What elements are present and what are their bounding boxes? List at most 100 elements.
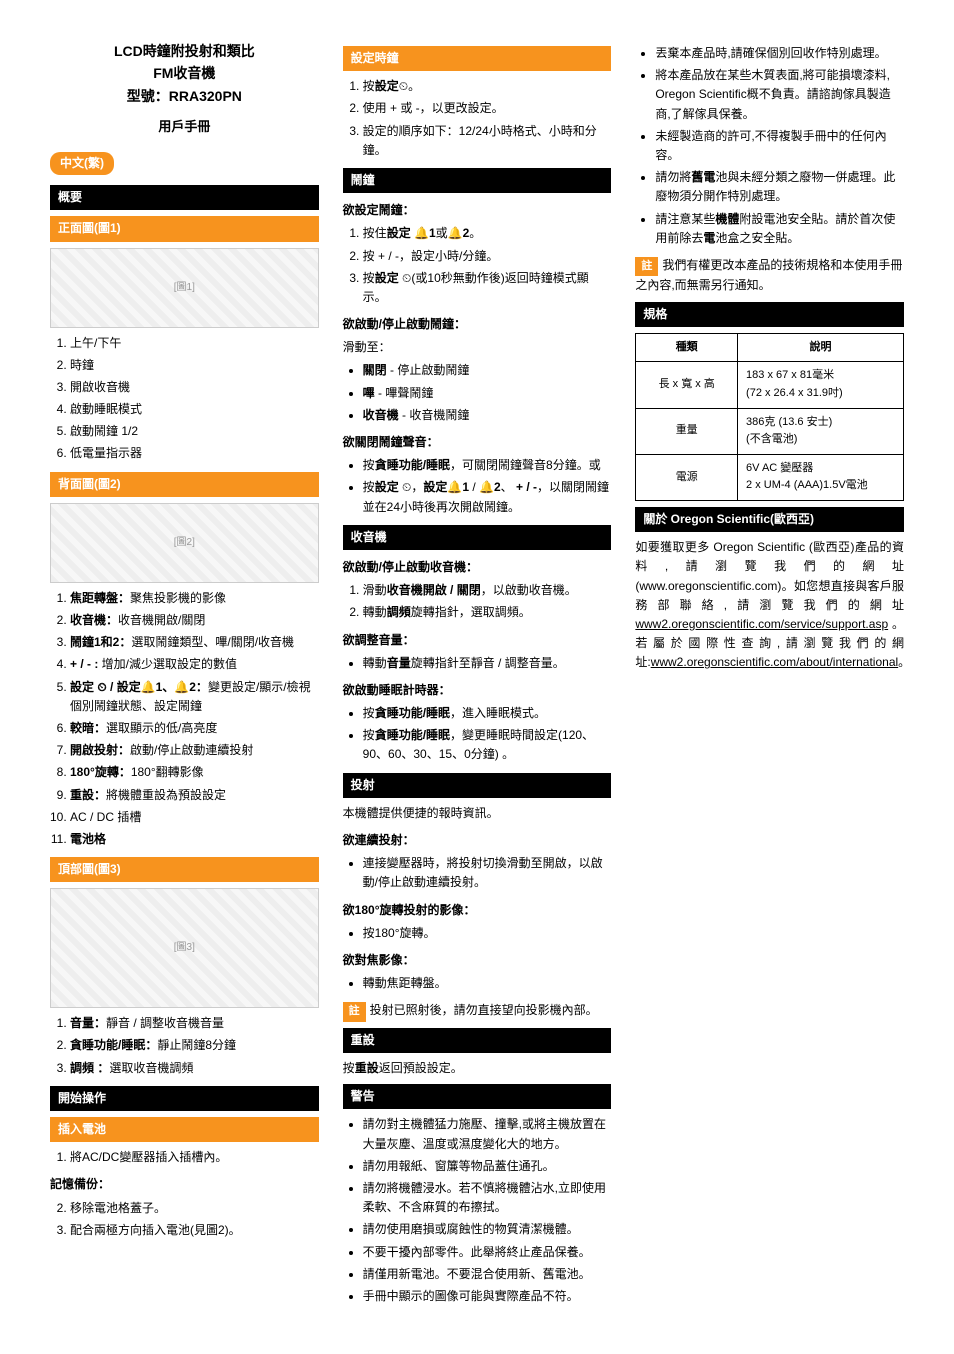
list-item: 按貪睡功能/睡眠，可關閉鬧鐘聲音8分鐘。或: [363, 456, 612, 475]
list-item: 低電量指示器: [70, 444, 319, 463]
about-link[interactable]: www2.oregonscientific.com/about/internat…: [651, 655, 898, 669]
list-item: 請勿對主機體猛力施壓、撞擊,或將主機放置在大量灰塵、溫度或濕度變化大的地方。: [363, 1115, 612, 1153]
list-item: 按 + / -，設定小時/分鐘。: [363, 247, 612, 266]
list-item: 轉動焦距轉盤。: [363, 974, 612, 993]
warning-list: 請勿對主機體猛力施壓、撞擊,或將主機放置在大量灰塵、溫度或濕度變化大的地方。 請…: [343, 1115, 612, 1306]
support-link[interactable]: www2.oregonscientific.com/service/suppor…: [635, 617, 888, 631]
radio-steps: 滑動收音機開啟 / 關閉，以啟動收音機。 轉動調頻旋轉指針，選取調頻。: [343, 581, 612, 622]
list-item: 按住設定 🔔1或🔔2。: [363, 224, 612, 243]
section-specs: 規格: [635, 302, 904, 327]
table-cell: 183 x 67 x 81毫米(72 x 26.4 x 31.9吋): [738, 362, 904, 408]
table-cell: 重量: [636, 408, 738, 454]
list-item: 較暗：選取顯示的低/高亮度: [70, 719, 319, 738]
rights-note: 註我們有權更改本產品的技術規格和本使用手冊之內容,而無需另行通知。: [635, 256, 904, 296]
list-item: 使用 + 或 -，以更改設定。: [363, 99, 612, 118]
list-item: 按180°旋轉。: [363, 924, 612, 943]
section-alarm: 鬧鐘: [343, 168, 612, 193]
list-item: 移除電池格蓋子。: [70, 1199, 319, 1218]
section-about: 關於 Oregon Scientific(歐西亞): [635, 507, 904, 532]
table-cell: 386克 (13.6 安士)(不含電池): [738, 408, 904, 454]
projection-note: 註投射已照射後，請勿直接望向投影機內部。: [343, 1001, 612, 1022]
table-cell: 6V AC 變壓器2 x UM-4 (AAA)1.5V電池: [738, 454, 904, 500]
extra-warning-list: 丟棄本產品時,請確保個別回收作特別處理。 將本產品放在某些木質表面,將可能損壞漆…: [635, 44, 904, 248]
rotate-title: 欲180°旋轉投射的影像：: [343, 901, 612, 920]
list-item: 貪睡功能/睡眠：靜止鬧鐘8分鐘: [70, 1036, 319, 1055]
reset-text: 按重設返回預設設定。: [343, 1059, 612, 1078]
slide-to-label: 滑動至：: [343, 338, 612, 357]
table-cell: 電源: [636, 454, 738, 500]
section-radio: 收音機: [343, 525, 612, 550]
alarm-modes: 關閉 - 停止啟動鬧鐘 嗶 - 嗶聲鬧鐘 收音機 - 收音機鬧鐘: [343, 361, 612, 425]
section-start: 開始操作: [50, 1086, 319, 1111]
set-clock-steps: 按設定⏲。 使用 + 或 -，以更改設定。 設定的順序如下：12/24小時格式、…: [343, 77, 612, 160]
section-warning: 警告: [343, 1084, 612, 1109]
list-item: 啟動鬧鐘 1/2: [70, 422, 319, 441]
title: LCD時鐘附投射和類比: [50, 40, 319, 62]
radio-toggle-title: 欲啟動/停止啟動收音機：: [343, 558, 612, 577]
list-item: 請勿用報紙、窗簾等物品蓋住通孔。: [363, 1157, 612, 1176]
list-item: 丟棄本產品時,請確保個別回收作特別處理。: [655, 44, 904, 63]
page: LCD時鐘附投射和類比 FM收音機 型號：RRA320PN 用戶手冊 中文(繁)…: [50, 40, 904, 1314]
section-top-view: 頂部圖(圖3): [50, 857, 319, 882]
list-item: 關閉 - 停止啟動鬧鐘: [363, 361, 612, 380]
section-insert-battery: 插入電池: [50, 1117, 319, 1142]
list-item: 電池格: [70, 830, 319, 849]
list-item: 滑動收音機開啟 / 關閉，以啟動收音機。: [363, 581, 612, 600]
list-item: 鬧鐘1和2：選取鬧鐘類型、嗶/關閉/收音機: [70, 633, 319, 652]
back-view-list: 焦距轉盤：聚焦投影機的影像 收音機：收音機開啟/關閉 鬧鐘1和2：選取鬧鐘類型、…: [50, 589, 319, 849]
list-item: 按設定 ⏲，設定🔔1 / 🔔2、 + / -，以關閉鬧鐘並在24小時後再次開啟鬧…: [363, 478, 612, 516]
list-item: 開啟收音機: [70, 378, 319, 397]
list-item: 開啟投射：啟動/停止啟動連續投射: [70, 741, 319, 760]
list-item: 設定的順序如下：12/24小時格式、小時和分鐘。: [363, 122, 612, 160]
note-badge: 註: [343, 1002, 366, 1022]
section-overview: 概要: [50, 185, 319, 210]
list-item: 按設定 ⏲(或10秒無動作後)返回時鐘模式顯示。: [363, 269, 612, 307]
list-item: AC / DC 插槽: [70, 808, 319, 827]
document-header: LCD時鐘附投射和類比 FM收音機 型號：RRA320PN 用戶手冊: [50, 40, 319, 138]
toggle-alarm-title: 欲啟動/停止啟動鬧鐘：: [343, 315, 612, 334]
list-item: 按設定⏲。: [363, 77, 612, 96]
table-row: 電源 6V AC 變壓器2 x UM-4 (AAA)1.5V電池: [636, 454, 904, 500]
figure-2-placeholder: [圖2]: [50, 503, 319, 583]
memory-backup-steps: 移除電池格蓋子。 配合兩極方向插入電池(見圖2)。: [50, 1199, 319, 1240]
about-paragraph: 如要獲取更多 Oregon Scientific (歐西亞)產品的資料,請瀏覽我…: [635, 538, 904, 672]
list-item: 請勿將機體浸水。若不慎將機體沾水,立即使用柔軟、不含麻質的布擦拭。: [363, 1179, 612, 1217]
set-alarm-title: 欲設定鬧鐘：: [343, 201, 612, 220]
list-item: 將本產品放在某些木質表面,將可能損壞漆料, Oregon Scientific概…: [655, 66, 904, 124]
list-item: 啟動睡眠模式: [70, 400, 319, 419]
list-item: 配合兩極方向插入電池(見圖2)。: [70, 1221, 319, 1240]
list-item: 設定 ⏲ / 設定🔔1、🔔2：變更設定/顯示/檢視個別鬧鐘狀態、設定鬧鐘: [70, 678, 319, 716]
table-row: 長 x 寬 x 高 183 x 67 x 81毫米(72 x 26.4 x 31…: [636, 362, 904, 408]
list-item: 焦距轉盤：聚焦投影機的影像: [70, 589, 319, 608]
volume-list: 轉動音量旋轉指針至靜音 / 調整音量。: [343, 654, 612, 673]
list-item: 收音機：收音機開啟/關閉: [70, 611, 319, 630]
note-badge: 註: [635, 257, 658, 277]
battery-steps: 將AC/DC變壓器插入插槽內。: [50, 1148, 319, 1167]
sleep-timer-list: 按貪睡功能/睡眠，進入睡眠模式。 按貪睡功能/睡眠，變更睡眠時間設定(120、9…: [343, 704, 612, 765]
column-2: 設定時鐘 按設定⏲。 使用 + 或 -，以更改設定。 設定的順序如下：12/24…: [343, 40, 612, 1314]
table-header: 說明: [738, 333, 904, 362]
sleep-timer-title: 欲啟動睡眠計時器：: [343, 681, 612, 700]
list-item: 嗶 - 嗶聲鬧鐘: [363, 384, 612, 403]
list-item: 180°旋轉：180°翻轉影像: [70, 763, 319, 782]
rotate-list: 按180°旋轉。: [343, 924, 612, 943]
table-header-row: 種類 說明: [636, 333, 904, 362]
column-3: 丟棄本產品時,請確保個別回收作特別處理。 將本產品放在某些木質表面,將可能損壞漆…: [635, 40, 904, 1314]
list-item: 將AC/DC變壓器插入插槽內。: [70, 1148, 319, 1167]
set-alarm-steps: 按住設定 🔔1或🔔2。 按 + / -，設定小時/分鐘。 按設定 ⏲(或10秒無…: [343, 224, 612, 307]
turn-off-sound-title: 欲關閉鬧鐘聲音：: [343, 433, 612, 452]
front-view-list: 上午/下午 時鐘 開啟收音機 啟動睡眠模式 啟動鬧鐘 1/2 低電量指示器: [50, 334, 319, 464]
projection-intro: 本機體提供便捷的報時資訊。: [343, 804, 612, 823]
list-item: 收音機 - 收音機鬧鐘: [363, 406, 612, 425]
top-view-list: 音量：靜音 / 調整收音機音量 貪睡功能/睡眠：靜止鬧鐘8分鐘 調頻 ：選取收音…: [50, 1014, 319, 1078]
volume-title: 欲調整音量：: [343, 631, 612, 650]
figure-1-placeholder: [圖1]: [50, 248, 319, 328]
list-item: 轉動調頻旋轉指針，選取調頻。: [363, 603, 612, 622]
list-item: 上午/下午: [70, 334, 319, 353]
list-item: 連接變壓器時，將投射切換滑動至開啟，以啟動/停止啟動連續投射。: [363, 854, 612, 892]
section-back-view: 背面圖(圖2): [50, 472, 319, 497]
list-item: 不要干擾內部零件。此舉將終止產品保養。: [363, 1243, 612, 1262]
memory-backup-title: 記憶備份：: [50, 1175, 319, 1194]
list-item: 按貪睡功能/睡眠，變更睡眠時間設定(120、90、60、30、15、0分鐘) 。: [363, 726, 612, 764]
focus-list: 轉動焦距轉盤。: [343, 974, 612, 993]
